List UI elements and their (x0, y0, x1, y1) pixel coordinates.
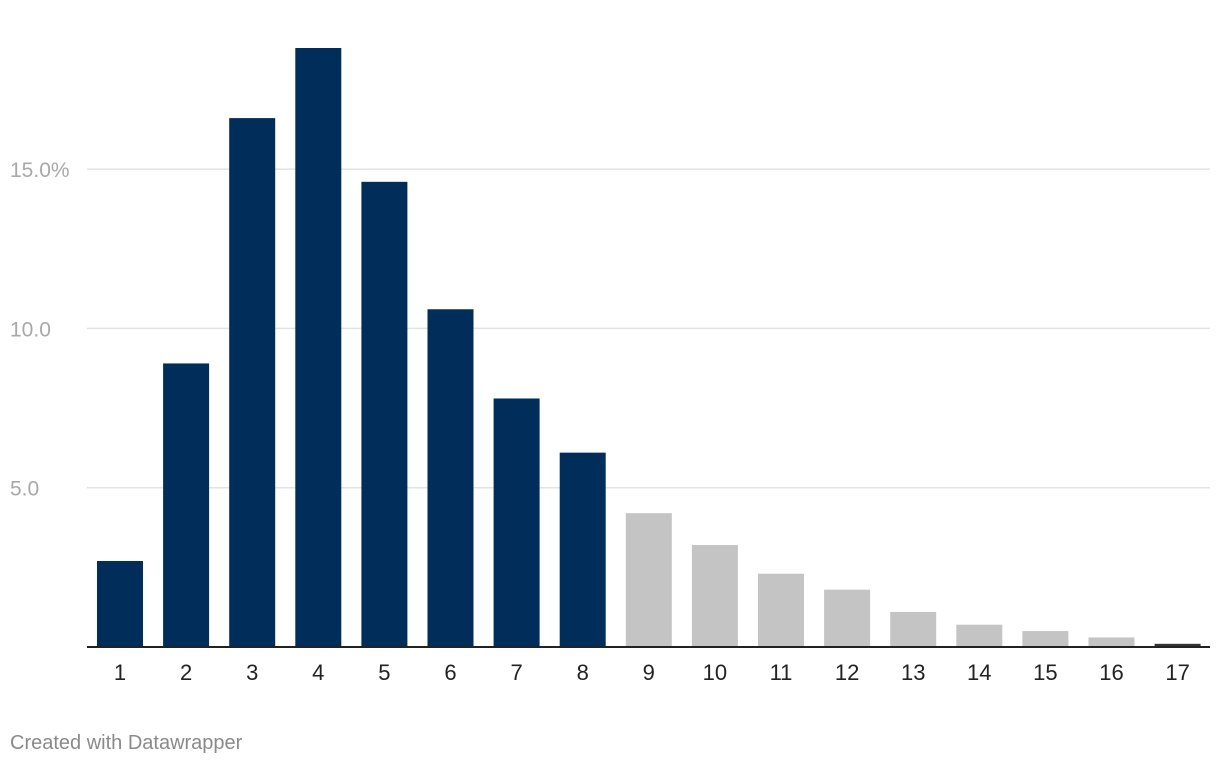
x-tick-label: 11 (770, 660, 793, 685)
bar (163, 363, 210, 647)
x-tick-label: 2 (180, 660, 192, 685)
x-axis: 1 2 3 4 5 6 7 8 9 10 11 12 13 14 15 16 17 (87, 646, 1210, 685)
bar (361, 181, 408, 647)
bar (890, 611, 937, 647)
x-tick-label: 1 (114, 660, 126, 685)
x-tick-label: 4 (312, 660, 324, 685)
bar (229, 118, 276, 647)
bar (956, 624, 1003, 647)
bar (1022, 631, 1069, 647)
x-tick-label: 12 (835, 660, 859, 685)
x-tick-label: 15 (1033, 660, 1057, 685)
x-tick-label: 10 (703, 660, 727, 685)
bar (295, 48, 342, 647)
bar (1154, 643, 1201, 647)
x-tick-label: 8 (577, 660, 589, 685)
y-tick-label: 5.0 (10, 478, 39, 501)
bar (97, 560, 143, 647)
bars (97, 48, 1201, 647)
bar (625, 513, 672, 647)
x-tick-label: 13 (901, 660, 925, 685)
x-tick-label: 3 (246, 660, 258, 685)
x-tick-label: 14 (967, 660, 991, 685)
bar (493, 398, 540, 647)
bar (824, 589, 871, 647)
bar (1088, 637, 1135, 647)
bar (758, 573, 804, 647)
x-tick-label: 17 (1165, 660, 1189, 685)
x-tick-label: 9 (643, 660, 655, 685)
bar (559, 452, 606, 647)
bar (427, 309, 474, 647)
x-tick-label: 6 (444, 660, 456, 685)
x-tick-label: 7 (510, 660, 522, 685)
datawrapper-credit[interactable]: Created with Datawrapper (10, 732, 243, 754)
y-tick-label: 10.0 (10, 318, 51, 341)
y-tick-label: 15.0% (10, 159, 70, 182)
bar (691, 545, 738, 647)
x-tick-label: 5 (378, 660, 390, 685)
x-tick-label: 16 (1099, 660, 1123, 685)
